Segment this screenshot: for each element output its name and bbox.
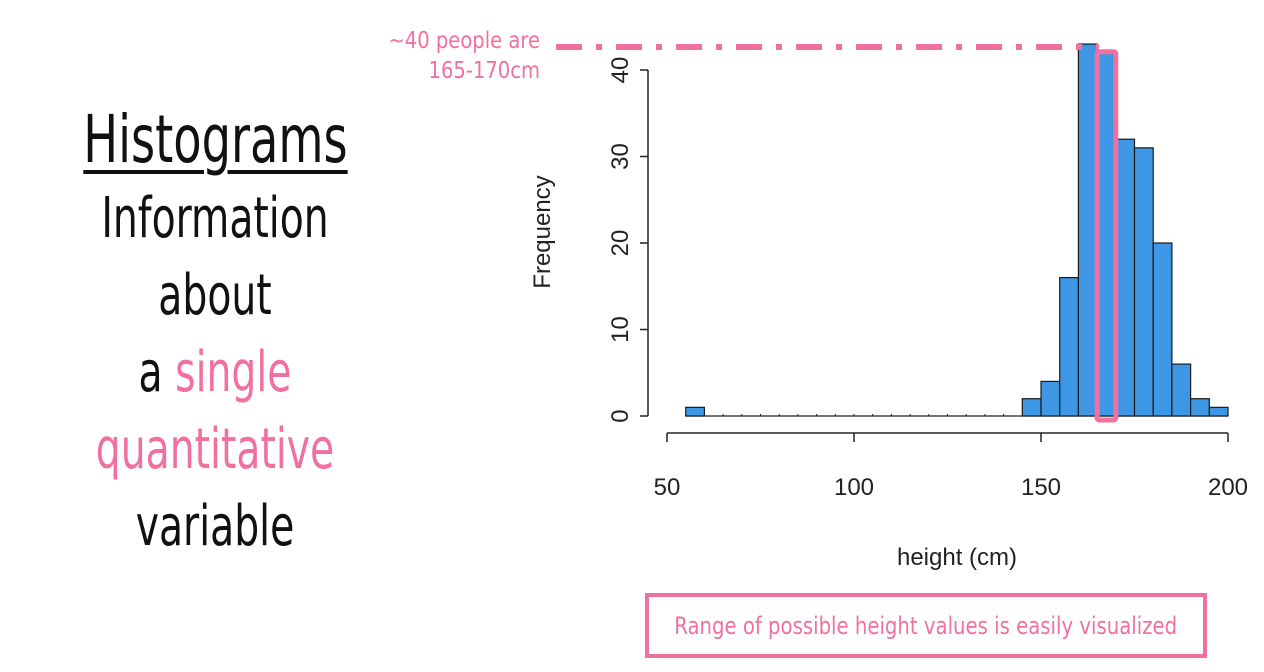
bar: [1096, 52, 1117, 417]
slide-title: Histograms: [82, 101, 348, 178]
x-tick-label: 150: [1021, 474, 1061, 501]
peak-annotation: ~40 people are 165-170cm: [330, 26, 540, 86]
heading-line-4: variable: [135, 494, 295, 559]
y-tick-label: 10: [607, 316, 634, 343]
bars-layer: [685, 43, 1229, 417]
bar: [1077, 43, 1098, 417]
bar: [685, 406, 706, 417]
bar: [1189, 398, 1210, 417]
x-tick-label: 200: [1208, 474, 1248, 501]
bar: [1133, 147, 1154, 417]
highlight-box: [1094, 49, 1119, 423]
annotation-line-1: ~40 people are: [388, 28, 540, 54]
overlay-layer: [556, 44, 1119, 423]
bar: [1115, 138, 1136, 417]
axes-layer: 0 10 20 30 40 50 100 150 200 height (cm) Frequency: [529, 57, 1248, 571]
bar: [1059, 277, 1079, 417]
heading-block: Histograms Information about a single qu…: [0, 100, 430, 565]
bar: [1208, 406, 1229, 417]
y-tick-label: 30: [607, 143, 634, 170]
y-tick-label: 20: [607, 230, 634, 257]
bar: [1040, 380, 1061, 417]
bar: [1152, 242, 1173, 417]
annotation-line-2: 165-170cm: [428, 58, 540, 84]
y-axis-label: Frequency: [529, 175, 556, 288]
caption-text: Range of possible height values is easil…: [674, 611, 1178, 640]
heading-line-1: Information about: [101, 186, 329, 328]
bar: [1171, 363, 1192, 417]
caption-box: Range of possible height values is easil…: [645, 593, 1207, 658]
bar: [1021, 398, 1042, 417]
x-tick-label: 100: [834, 474, 874, 501]
y-tick-label: 0: [607, 409, 634, 422]
x-axis-label: height (cm): [897, 544, 1017, 571]
y-tick-label: 40: [607, 57, 634, 84]
heading-quantitative-highlight: quantitative: [95, 417, 335, 482]
heading-line-2-prefix: a: [138, 340, 176, 405]
heading-line-2: a single: [47, 334, 382, 411]
heading-single-highlight: single: [175, 340, 292, 405]
x-tick-label: 50: [654, 474, 681, 501]
